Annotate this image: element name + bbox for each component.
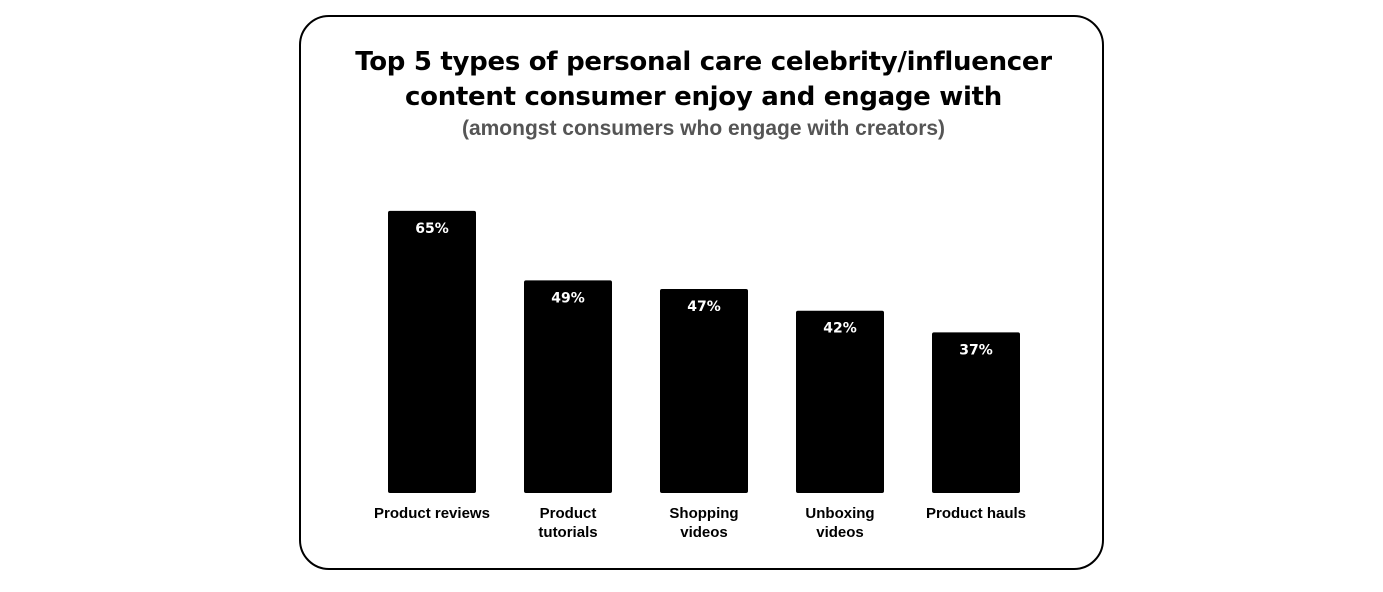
category-label-2-line-2: tutorials — [538, 524, 597, 541]
category-label-3-line-1: Shopping — [669, 505, 738, 522]
data-label-5: 37% — [959, 342, 993, 358]
category-label-4-line-1: Unboxing — [805, 505, 874, 522]
chart-subtitle: (amongst consumers who engage with creat… — [461, 117, 946, 140]
bar-1 — [388, 210, 476, 493]
chart-title: Top 5 types of personal care celebrity/i… — [301, 45, 1106, 115]
data-label-2: 49% — [551, 290, 585, 306]
data-label-1: 65% — [415, 221, 449, 237]
bar-4 — [796, 310, 884, 493]
category-label-2-line-1: Product — [540, 505, 597, 522]
category-label-1-line-1: Product reviews — [374, 505, 490, 522]
category-label-3-line-2: videos — [680, 524, 728, 541]
data-label-4: 42% — [823, 321, 857, 337]
category-label-4-line-2: videos — [816, 524, 864, 541]
data-label-3: 47% — [687, 299, 721, 315]
bar-5 — [932, 332, 1020, 493]
bar-2 — [524, 280, 612, 493]
bar-3 — [660, 289, 748, 493]
chart-title-line-2: content consumer enjoy and engage with — [405, 82, 1002, 112]
chart-title-line-1: Top 5 types of personal care celebrity/i… — [355, 47, 1052, 77]
category-label-5-line-1: Product hauls — [926, 505, 1026, 522]
